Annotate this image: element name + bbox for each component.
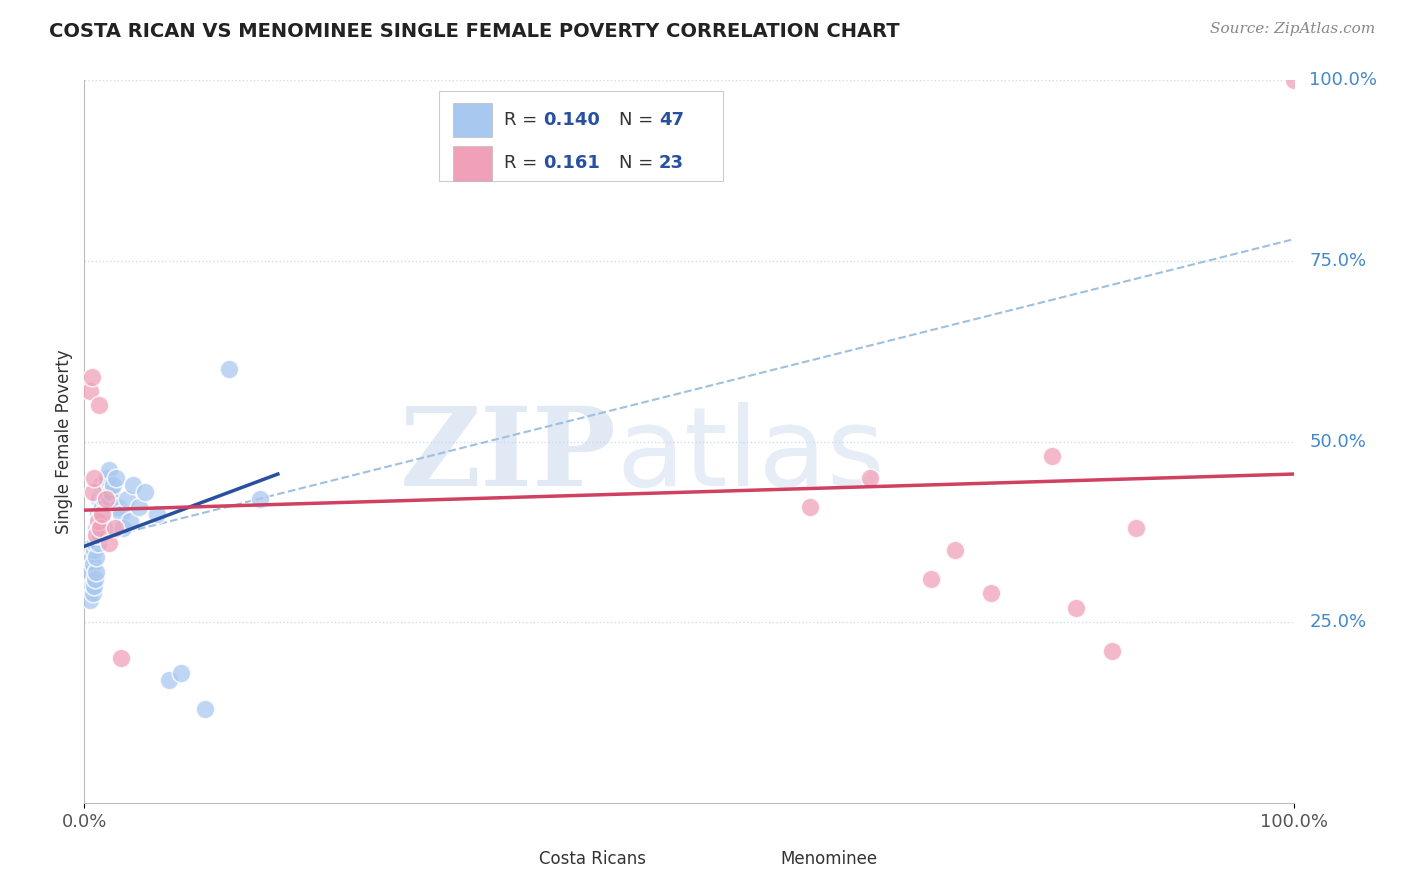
FancyBboxPatch shape: [453, 146, 492, 181]
Text: 50.0%: 50.0%: [1309, 433, 1367, 450]
Point: [94, 492, 117, 507]
Point: [93, 492, 115, 507]
Point: [86, 521, 108, 535]
Point: [80, 579, 103, 593]
FancyBboxPatch shape: [495, 846, 531, 873]
Point: [1125, 521, 1147, 535]
Point: [218, 362, 240, 376]
Point: [90, 478, 112, 492]
Point: [82, 558, 104, 572]
Text: 75.0%: 75.0%: [1309, 252, 1367, 270]
Point: [1064, 600, 1087, 615]
Point: [89, 514, 111, 528]
Point: [134, 485, 156, 500]
Point: [146, 507, 169, 521]
Point: [920, 572, 942, 586]
Point: [86, 528, 108, 542]
Point: [104, 521, 127, 535]
Point: [84, 535, 107, 549]
Text: atlas: atlas: [616, 402, 884, 509]
Text: Costa Ricans: Costa Ricans: [538, 850, 645, 868]
Point: [87, 521, 110, 535]
Point: [86, 507, 108, 521]
Text: 47: 47: [659, 111, 683, 129]
Point: [1040, 449, 1063, 463]
Y-axis label: Single Female Poverty: Single Female Poverty: [55, 350, 73, 533]
Point: [194, 702, 217, 716]
Point: [84, 572, 107, 586]
Point: [980, 586, 1002, 600]
FancyBboxPatch shape: [737, 846, 773, 873]
Point: [83, 470, 105, 484]
Point: [89, 528, 111, 542]
Text: N =: N =: [619, 154, 659, 172]
Point: [170, 665, 193, 680]
Point: [86, 535, 108, 549]
Point: [90, 507, 112, 521]
Point: [79, 593, 101, 607]
Text: ZIP: ZIP: [399, 402, 616, 509]
Text: 25.0%: 25.0%: [1309, 613, 1367, 632]
Point: [86, 550, 108, 565]
Point: [115, 492, 138, 507]
Point: [91, 500, 114, 514]
Point: [91, 507, 114, 521]
Text: Menominee: Menominee: [780, 850, 877, 868]
Text: N =: N =: [619, 111, 659, 129]
Text: 100.0%: 100.0%: [1309, 71, 1378, 89]
Point: [103, 478, 125, 492]
Point: [799, 500, 821, 514]
Text: Source: ZipAtlas.com: Source: ZipAtlas.com: [1209, 22, 1375, 37]
Point: [1282, 73, 1305, 87]
FancyBboxPatch shape: [453, 103, 492, 137]
Point: [86, 565, 108, 579]
Point: [94, 485, 117, 500]
Text: 0.161: 0.161: [543, 154, 599, 172]
Point: [128, 500, 150, 514]
Point: [83, 542, 105, 557]
Text: R =: R =: [503, 111, 543, 129]
Point: [96, 470, 118, 484]
Point: [100, 485, 122, 500]
Point: [80, 369, 103, 384]
Point: [157, 673, 180, 687]
Point: [93, 521, 115, 535]
Point: [87, 492, 110, 507]
Point: [110, 507, 132, 521]
Point: [94, 478, 117, 492]
Point: [91, 514, 114, 528]
Point: [89, 521, 111, 535]
Point: [112, 521, 135, 535]
Text: 23: 23: [659, 154, 683, 172]
Point: [110, 651, 132, 665]
Text: R =: R =: [503, 154, 548, 172]
Point: [943, 542, 966, 557]
Point: [104, 470, 127, 484]
Point: [82, 586, 104, 600]
Point: [98, 492, 121, 507]
Point: [859, 470, 882, 484]
Point: [121, 478, 143, 492]
Point: [87, 398, 110, 412]
Point: [86, 514, 108, 528]
Point: [80, 550, 103, 565]
Point: [79, 384, 101, 398]
Point: [97, 535, 120, 549]
Point: [1101, 644, 1123, 658]
FancyBboxPatch shape: [439, 91, 723, 181]
Point: [82, 485, 104, 500]
Point: [249, 492, 271, 507]
Text: 0.140: 0.140: [543, 111, 599, 129]
Text: COSTA RICAN VS MENOMINEE SINGLE FEMALE POVERTY CORRELATION CHART: COSTA RICAN VS MENOMINEE SINGLE FEMALE P…: [49, 22, 900, 41]
Point: [107, 500, 129, 514]
Point: [120, 514, 142, 528]
Point: [83, 579, 105, 593]
Point: [97, 463, 120, 477]
Point: [79, 565, 101, 579]
